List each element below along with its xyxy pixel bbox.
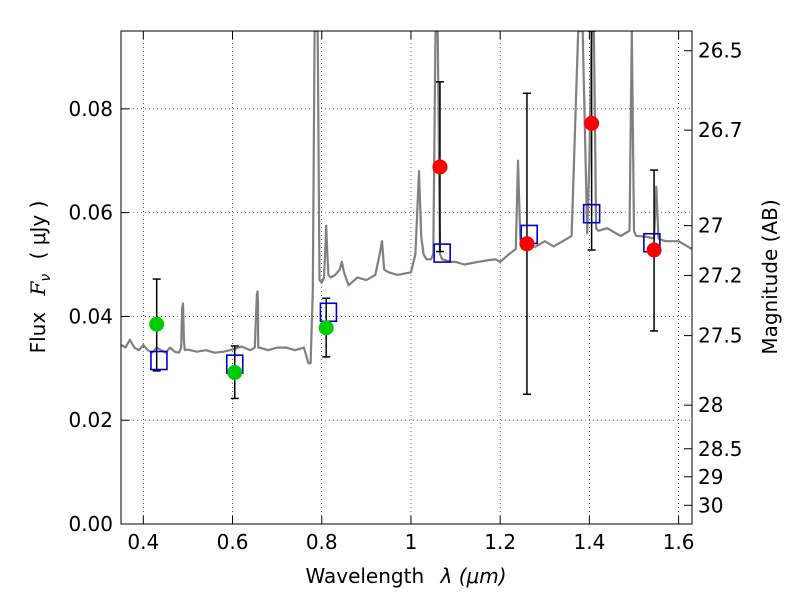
- mag-tick-label: 29: [698, 465, 723, 489]
- observed-green-point: [318, 320, 334, 336]
- observed-red-point: [432, 159, 448, 175]
- x-axis-label: Wavelength: [305, 564, 424, 588]
- observed-green-point: [227, 364, 243, 380]
- model-photometry-square: [150, 350, 168, 371]
- plot-area: [121, 31, 692, 524]
- mag-tick-label: 27: [698, 214, 723, 238]
- markers: [149, 115, 662, 380]
- observed-red-point: [646, 242, 662, 258]
- y-axis-symbol: F: [26, 280, 50, 296]
- y-tick-label: 0.02: [68, 408, 113, 432]
- x-tick-label: 0.6: [217, 530, 249, 554]
- x-tick-label: 1.4: [573, 530, 605, 554]
- x-axis-unit: λ (μm): [440, 564, 507, 588]
- y-tick-label: 0.00: [68, 512, 113, 536]
- observed-red-point: [584, 115, 600, 131]
- x-tick-label: 0.4: [127, 530, 159, 554]
- mag-tick-label: 27.2: [698, 263, 743, 287]
- x-axis-title: Wavelength λ (μm): [305, 564, 506, 588]
- y2-axis-title: Magnitude (AB): [758, 199, 782, 354]
- mag-tick-label: 26.7: [698, 118, 743, 142]
- y-tick-label: 0.04: [68, 304, 113, 328]
- y-tick-label: 0.08: [68, 97, 113, 121]
- model-photometry-square: [582, 203, 601, 224]
- observed-red-point: [519, 236, 535, 252]
- mag-tick-label: 28.5: [698, 437, 743, 461]
- spectrum-layer: [121, 31, 692, 365]
- observed-green-point: [149, 316, 165, 332]
- mag-tick-label: 28: [698, 393, 723, 417]
- y-tick-label: 0.06: [68, 201, 113, 225]
- x-tick-label: 0.8: [306, 530, 338, 554]
- x-tick-label: 1.6: [663, 530, 695, 554]
- model-photometry-square: [433, 243, 451, 263]
- mag-tick-label: 30: [698, 493, 723, 517]
- spectrum-line: [121, 31, 692, 365]
- plot-border: [120, 30, 693, 525]
- y-axis-label: Flux: [26, 312, 50, 354]
- x-tick-label: 1: [405, 530, 418, 554]
- mag-tick-label: 27.5: [698, 324, 743, 348]
- y-axis-unit: ( μJy ): [26, 201, 50, 260]
- y-axis-subscript: ν: [38, 274, 54, 282]
- mag-tick-label: 26.5: [698, 39, 743, 63]
- y-axis-title: Flux Fν ( μJy ): [26, 201, 55, 354]
- axis-ticks: 0.4 0.6 0.8 1 1.2 1.4 1.6 0.00 0.02 0.04 0.06 0.08 2…: [68, 31, 743, 554]
- x-tick-label: 1.2: [484, 530, 516, 554]
